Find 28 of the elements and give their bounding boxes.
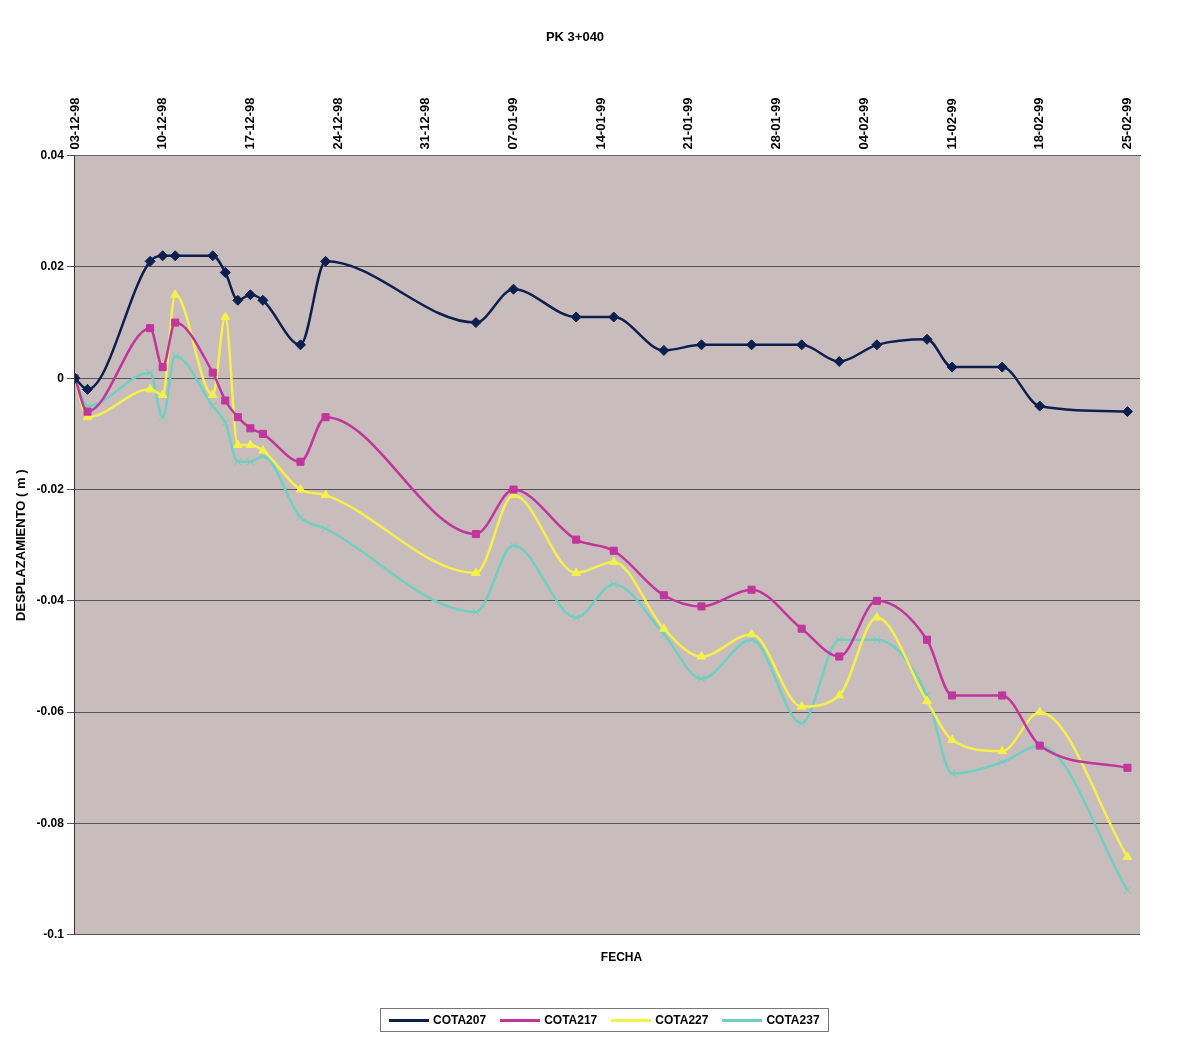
x-tick-label: 04-02-99 — [855, 97, 871, 150]
x-tick-label: 28-01-99 — [768, 97, 784, 150]
x-tick-label: 24-12-98 — [329, 97, 345, 150]
legend-label: COTA227 — [655, 1013, 709, 1027]
y-tick-label: -0.08 — [36, 815, 65, 830]
x-tick-label: 31-12-98 — [417, 97, 433, 150]
x-tick-label: 21-01-99 — [680, 97, 696, 150]
x-axis-title: FECHA — [599, 950, 644, 964]
y-tick-label: 0.04 — [40, 147, 65, 162]
x-tick-label: 03-12-98 — [66, 97, 82, 150]
y-tick-label: -0.1 — [43, 927, 65, 942]
legend-label: COTA207 — [433, 1013, 487, 1027]
x-tick-label: 14-01-99 — [592, 97, 608, 150]
x-tick-label: 18-02-99 — [1031, 97, 1047, 150]
y-tick-label: 0.02 — [40, 259, 65, 274]
x-tick-label: 17-12-98 — [241, 97, 257, 150]
x-tick-label: 11-02-99 — [943, 98, 959, 150]
y-tick-label: -0.06 — [36, 704, 65, 719]
y-tick-label: -0.02 — [36, 481, 65, 496]
x-tick-label: 25-02-99 — [1119, 97, 1135, 150]
y-axis-title: DESPLAZAMIENTO ( m ) — [13, 469, 29, 621]
legend-label: COTA237 — [766, 1013, 820, 1027]
legend-label: COTA217 — [544, 1013, 598, 1027]
x-tick-label: 07-01-99 — [505, 97, 521, 150]
y-tick-label: -0.04 — [36, 593, 65, 608]
x-tick-label: 10-12-98 — [154, 97, 170, 150]
y-tick-label: 0 — [57, 370, 65, 385]
chart-title: PK 3+040 — [545, 29, 605, 45]
